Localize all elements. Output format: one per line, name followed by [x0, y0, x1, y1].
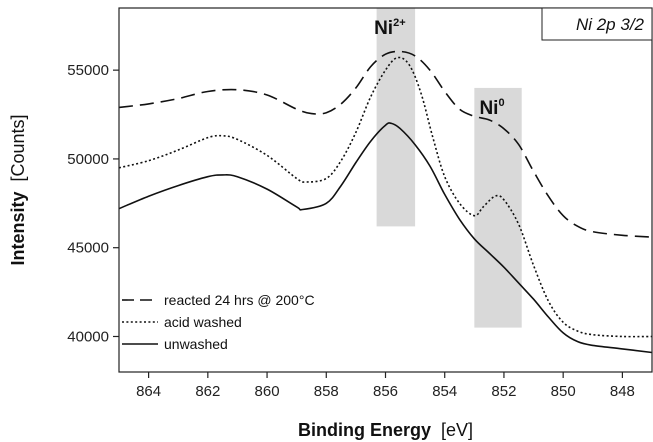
- x-tick-label: 848: [610, 383, 635, 400]
- x-axis-title-main: Binding Energy: [298, 420, 431, 440]
- legend: reacted 24 hrs @ 200°C acid washed unwashe…: [122, 292, 315, 352]
- corner-label-box: Ni 2p 3/2: [541, 7, 653, 41]
- y-tick-label: 50000: [67, 151, 109, 168]
- band-label-main: Ni: [374, 18, 393, 39]
- x-tick-label: 850: [551, 383, 576, 400]
- band-label-1: Ni2+: [374, 17, 406, 39]
- corner-label: Ni 2p 3/2: [576, 15, 645, 34]
- series-line-2: [118, 56, 653, 338]
- ticks-layer: 864 862 860 858 856 854 852 850 848 40000 45000 500…: [67, 62, 635, 400]
- x-axis-title-unit: [eV]: [441, 420, 473, 440]
- y-tick-label: 45000: [67, 240, 109, 257]
- series-line-1: [118, 50, 653, 238]
- legend-label-3: unwashed: [164, 336, 228, 352]
- y-tick-label: 55000: [67, 62, 109, 79]
- y-axis-title: Intensity [Counts]: [8, 114, 28, 265]
- x-tick-label: 860: [255, 383, 280, 400]
- y-axis-title-main: Intensity: [8, 192, 28, 266]
- x-tick-label: 856: [373, 383, 398, 400]
- band-label-2: Ni0: [479, 97, 504, 119]
- y-tick-label: 40000: [67, 328, 109, 345]
- x-axis-title: Binding Energy [eV]: [298, 420, 473, 440]
- band-label-main: Ni: [479, 98, 498, 119]
- x-tick-label: 858: [314, 383, 339, 400]
- band-label-sup: 0: [498, 97, 504, 109]
- series-line-3: [118, 122, 653, 354]
- x-tick-label: 854: [432, 383, 457, 400]
- band-label-sup: 2+: [393, 17, 406, 29]
- bands-layer: [376, 8, 522, 328]
- x-tick-label: 862: [195, 383, 220, 400]
- x-tick-label: 852: [491, 383, 516, 400]
- legend-label-1: reacted 24 hrs @ 200°C: [164, 292, 315, 308]
- shaded-band-2: [474, 87, 522, 328]
- series-layer: [118, 50, 653, 354]
- shaded-band-1: [376, 8, 416, 227]
- x-tick-label: 864: [136, 383, 161, 400]
- y-axis-title-unit: [Counts]: [8, 114, 28, 181]
- band-labels-layer: Ni2+Ni0: [374, 17, 504, 119]
- legend-label-2: acid washed: [164, 314, 242, 330]
